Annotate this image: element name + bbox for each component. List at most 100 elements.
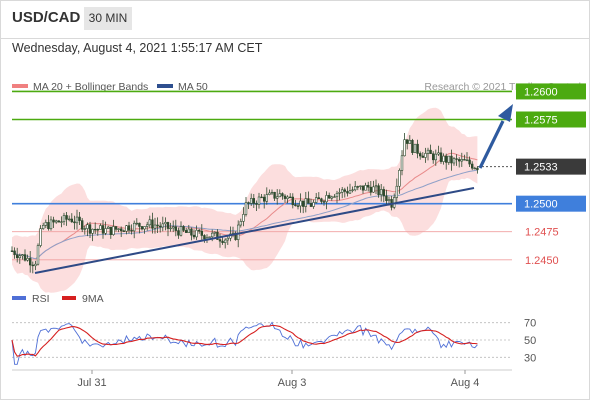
rsi-line [11,321,478,365]
candle [135,218,138,226]
candle [348,183,352,194]
candle [444,153,448,170]
candle [224,238,227,249]
candle [294,199,297,207]
candle [107,225,110,229]
candle [203,234,206,243]
candle [411,138,414,155]
candle [117,228,120,233]
uptrend-line [34,187,475,274]
candle [476,165,479,174]
chart-header: USD/CAD 30 MIN [0,0,590,39]
candle [47,215,50,231]
candle [247,201,250,209]
candle [330,195,333,201]
candle [239,218,242,228]
candle [405,139,409,150]
level-badge-1.2600 [516,83,586,100]
candle [213,231,216,237]
candle [307,191,310,204]
candle [190,227,193,241]
candle [140,225,144,231]
level-badge-1.2533 [516,158,586,175]
candle [122,229,126,232]
candle [28,251,32,273]
candle [242,207,245,227]
candle [281,192,284,200]
candle [73,215,76,230]
candle [120,226,123,238]
candle [403,133,406,157]
candle [304,191,307,213]
timeframe-button[interactable]: 30 MIN [84,7,132,30]
candle [83,225,87,235]
candle [252,194,255,208]
candle [138,222,141,234]
legend-swatch [157,84,173,88]
candle [52,216,55,229]
candle [250,193,253,207]
rsi-legend-label: RSI [32,293,50,305]
candle [291,193,294,209]
candle [374,179,378,195]
candle [81,218,84,233]
candle [57,220,61,223]
candle [99,223,102,230]
candle [75,209,79,230]
level-label-1.2475: 1.2475 [525,227,559,239]
candle [166,221,170,237]
candle [208,236,211,238]
candle [112,219,115,236]
candle [172,220,175,232]
candle [146,221,149,231]
candle [177,227,180,239]
candle [234,231,237,241]
candle [125,224,128,235]
candle [148,215,151,229]
candle [338,188,341,201]
candle [343,187,346,198]
bollinger-band [12,107,478,293]
x-tick-label: Jul 31 [77,377,106,389]
candle [18,253,21,264]
candle [268,189,271,196]
candle [333,194,336,198]
candle [317,192,320,200]
candle [286,195,289,204]
candle [62,212,66,226]
candle [382,186,385,203]
level-label-1.2600: 1.2600 [524,86,558,98]
candle [174,219,177,237]
level-label-1.2575: 1.2575 [524,114,558,126]
candle [275,189,279,205]
candle [452,157,456,166]
rsi-level-label: 50 [524,335,536,347]
candle [327,192,331,199]
candle [369,180,372,196]
candle [359,185,362,190]
candle [468,156,471,168]
candle [372,180,375,193]
candle [322,199,326,206]
candle [156,217,159,233]
candle [23,249,27,262]
candle [78,212,81,225]
candle [164,217,167,231]
candle [70,213,74,223]
candle [15,247,19,263]
candle [133,220,136,239]
candle [377,183,380,198]
candle [195,225,198,241]
candle [366,181,370,192]
timestamp: Wednesday, August 4, 2021 1:55:17 AM CET [12,41,263,55]
level-label-1.2450: 1.2450 [525,255,559,267]
x-tick-label: Aug 4 [451,377,480,389]
candle [159,222,162,233]
candle [455,154,458,166]
forecast-arrow-head [498,104,513,122]
candle [418,151,422,160]
candle [185,227,188,233]
candle [21,254,24,260]
rsi-legend-swatch [12,296,26,300]
